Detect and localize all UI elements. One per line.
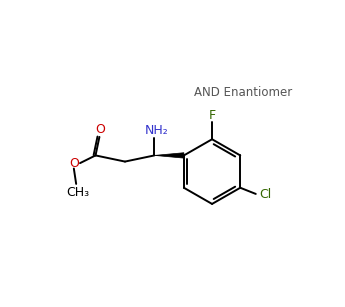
Polygon shape	[155, 153, 184, 158]
Text: CH₃: CH₃	[66, 186, 89, 199]
Text: Cl: Cl	[259, 188, 271, 201]
Text: F: F	[208, 109, 216, 122]
Text: NH₂: NH₂	[145, 124, 169, 137]
Text: AND Enantiomer: AND Enantiomer	[194, 86, 292, 99]
Text: O: O	[69, 157, 79, 170]
Text: O: O	[95, 123, 105, 136]
